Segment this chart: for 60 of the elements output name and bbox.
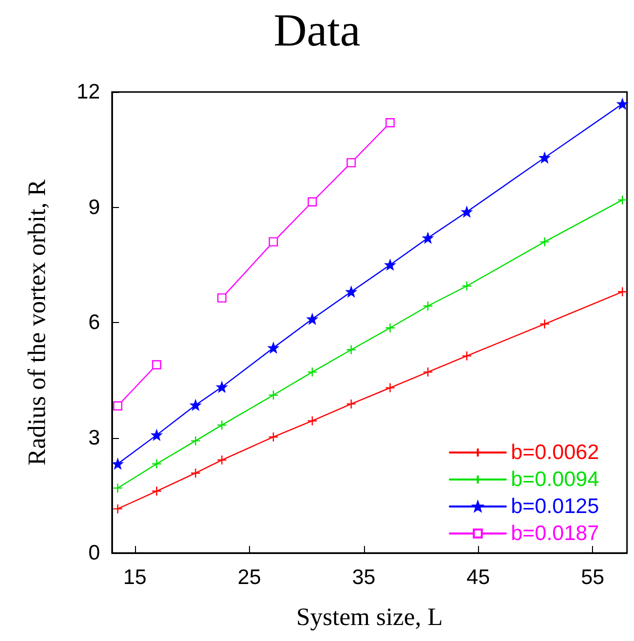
- y-tick-label: 0: [88, 542, 100, 564]
- y-tick-label: 3: [88, 426, 100, 450]
- point: [152, 360, 162, 370]
- point: [346, 158, 356, 168]
- point: [307, 314, 318, 324]
- point: [346, 344, 356, 355]
- point: [190, 400, 201, 410]
- point: [462, 206, 472, 217]
- point: [152, 458, 162, 469]
- chart-title: Data: [274, 4, 360, 56]
- y-tick-label: 12: [76, 80, 100, 104]
- x-tick-label: 45: [466, 566, 490, 589]
- point: [462, 280, 472, 292]
- point: [617, 194, 628, 206]
- point: [617, 286, 628, 297]
- point: [112, 482, 123, 494]
- y-tick-label: 9: [88, 196, 100, 219]
- legend-label: b=0.0062: [510, 441, 600, 464]
- point: [422, 366, 433, 378]
- point: [190, 436, 201, 446]
- point: [152, 486, 162, 496]
- point: [217, 293, 226, 303]
- point: [216, 420, 227, 430]
- point: [385, 322, 396, 333]
- point: [540, 152, 550, 163]
- y-axis-title: Radius of the vortex orbit, R: [24, 179, 51, 466]
- point: [307, 366, 318, 378]
- point: [112, 504, 123, 514]
- point: [346, 286, 356, 297]
- x-tick-label: 35: [352, 566, 376, 589]
- x-tick-label: 25: [238, 566, 262, 589]
- point: [268, 342, 278, 353]
- point: [268, 390, 278, 400]
- point: [386, 118, 395, 128]
- point: [422, 232, 433, 244]
- point: [268, 432, 278, 442]
- point: [385, 260, 396, 270]
- point: [346, 398, 356, 410]
- x-axis-title: System size, L: [296, 604, 443, 631]
- point: [112, 458, 123, 469]
- point: [216, 454, 227, 466]
- point: [216, 382, 227, 392]
- legend-label: b=0.0094: [510, 468, 600, 491]
- point: [152, 430, 162, 440]
- point: [540, 236, 550, 247]
- point: [190, 468, 201, 478]
- point: [617, 98, 628, 110]
- point: [462, 350, 472, 362]
- x-tick-label: 15: [123, 566, 147, 589]
- point: [422, 300, 433, 312]
- y-tick-label: 6: [88, 311, 100, 334]
- point: [268, 237, 278, 246]
- point: [385, 382, 396, 393]
- point: [540, 318, 550, 330]
- x-tick-label: 55: [580, 566, 604, 589]
- point: [307, 416, 318, 426]
- legend-label: b=0.0187: [510, 522, 600, 545]
- point: [113, 401, 122, 410]
- legend-label: b=0.0125: [510, 495, 600, 518]
- point: [308, 197, 317, 206]
